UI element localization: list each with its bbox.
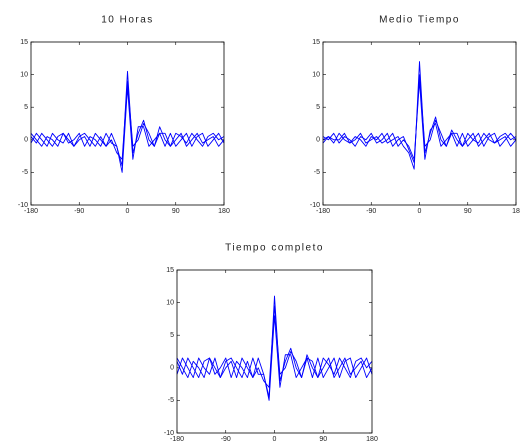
x-tick-label: -90 (221, 436, 231, 443)
x-tick-label: 180 (218, 208, 230, 215)
plot-frame (176, 269, 373, 434)
x-tick-label: -180 (24, 208, 38, 215)
y-tick-label: -5 (314, 169, 320, 176)
x-tick-label: -90 (74, 208, 84, 215)
y-tick-label: 0 (24, 137, 28, 144)
series-line (30, 80, 225, 160)
y-tick-label: 10 (312, 71, 320, 78)
y-tick-label: -5 (168, 397, 174, 404)
y-tick-label: 10 (166, 299, 174, 306)
y-tick-label: -10 (18, 202, 28, 209)
x-tick-label: 90 (464, 208, 472, 215)
x-tick-label: 180 (366, 436, 378, 443)
y-tick-label: 15 (312, 39, 320, 46)
x-tick-label: 0 (418, 208, 422, 215)
y-tick-label: -5 (22, 169, 28, 176)
x-tick-label: 0 (126, 208, 130, 215)
y-tick-label: -10 (310, 202, 320, 209)
series-line (30, 87, 225, 173)
y-tick-label: 5 (170, 332, 174, 339)
x-tick-label: -90 (366, 208, 376, 215)
x-tick-label: -180 (170, 436, 184, 443)
y-tick-label: 0 (316, 137, 320, 144)
plot-frame (322, 41, 517, 206)
x-tick-label: -180 (316, 208, 330, 215)
plot-frame (30, 41, 225, 206)
x-tick-label: 18 (512, 208, 520, 215)
x-tick-label: 0 (273, 436, 277, 443)
x-tick-label: 90 (319, 436, 327, 443)
series-line (176, 305, 373, 388)
series-line (176, 315, 373, 401)
y-tick-label: 5 (316, 104, 320, 111)
y-tick-label: 15 (166, 267, 174, 274)
chart-title: Medio Tiempo (379, 15, 460, 26)
series-line (322, 61, 517, 170)
y-tick-label: 15 (20, 39, 28, 46)
chart-title: Tiempo completo (225, 243, 324, 254)
chart-title: 10 Horas (101, 15, 154, 26)
y-tick-label: 10 (20, 71, 28, 78)
x-tick-label: 90 (172, 208, 180, 215)
y-tick-label: 5 (24, 104, 28, 111)
series-line (322, 80, 517, 160)
series-line (322, 74, 517, 164)
y-tick-label: -10 (164, 430, 174, 437)
y-tick-label: 0 (170, 365, 174, 372)
